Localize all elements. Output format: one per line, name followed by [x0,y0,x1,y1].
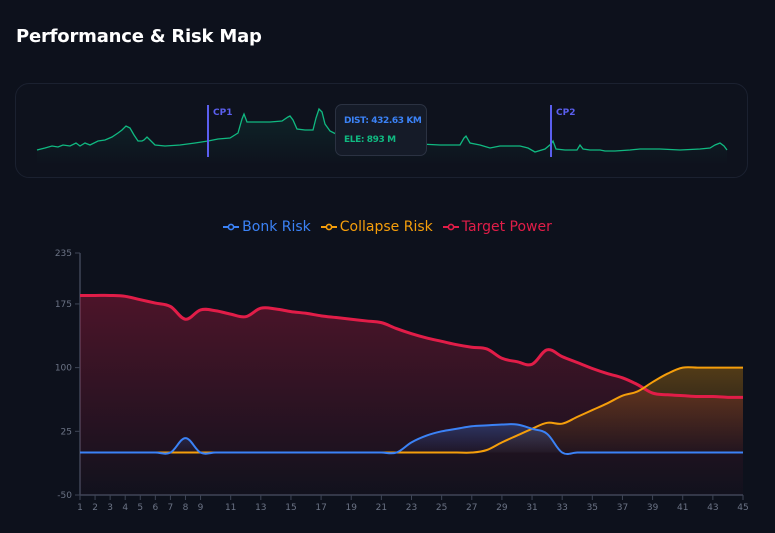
svg-text:27: 27 [466,503,477,513]
legend-marker-icon [442,223,459,231]
svg-text:37: 37 [617,503,628,513]
legend-label: Collapse Risk [339,219,433,235]
svg-text:41: 41 [677,503,688,513]
chart-legend: Bonk Risk Collapse Risk Target Power [0,219,775,235]
svg-text:-50: -50 [57,491,72,501]
legend-item-bonk-risk[interactable]: Bonk Risk [223,219,311,235]
svg-text:39: 39 [647,503,659,513]
svg-text:4: 4 [122,503,128,513]
bonk-risk-line[interactable] [80,423,743,456]
collapse-risk-line[interactable] [80,366,743,454]
svg-text:7: 7 [168,503,174,513]
svg-text:35: 35 [587,503,598,513]
legend-marker-icon [223,223,240,231]
elevation-profile-chart[interactable] [0,0,775,200]
series-lines [80,293,744,456]
svg-text:9: 9 [198,503,204,513]
tooltip-distance: DIST: 432.63 KM [344,116,422,126]
svg-text:8: 8 [183,503,189,513]
svg-text:33: 33 [556,503,567,513]
svg-text:100: 100 [55,364,72,374]
svg-text:175: 175 [55,300,72,310]
svg-text:2: 2 [92,503,98,513]
svg-text:17: 17 [315,503,326,513]
bonk-risk-area [80,424,743,455]
legend-item-collapse-risk[interactable]: Collapse Risk [320,219,433,235]
series-areas [80,295,743,495]
legend-marker-icon [320,223,337,231]
checkpoint-label-cp2: CP2 [556,108,576,118]
svg-text:31: 31 [526,503,537,513]
svg-text:235: 235 [55,249,72,259]
svg-text:11: 11 [225,503,236,513]
svg-text:15: 15 [285,503,296,513]
legend-label: Bonk Risk [242,219,311,235]
svg-text:5: 5 [137,503,143,513]
svg-text:1: 1 [77,503,83,513]
svg-text:25: 25 [61,427,72,437]
svg-text:6: 6 [152,503,158,513]
svg-text:23: 23 [406,503,417,513]
tooltip-elevation: ELE: 893 M [344,135,396,145]
checkpoint-label-cp1: CP1 [213,108,233,118]
svg-text:19: 19 [346,503,358,513]
svg-text:45: 45 [737,503,748,513]
elevation-line [36,107,728,153]
elevation-tooltip: DIST: 432.63 KM ELE: 893 M [335,104,427,156]
svg-text:25: 25 [436,503,447,513]
collapse-risk-area [80,367,743,453]
legend-label: Target Power [461,219,552,235]
elevation-area [37,109,727,165]
svg-text:43: 43 [707,503,718,513]
target-power-line[interactable] [80,293,744,399]
svg-text:13: 13 [255,503,266,513]
page-title: Performance & Risk Map [16,26,262,47]
svg-text:21: 21 [376,503,387,513]
legend-item-target-power[interactable]: Target Power [442,219,552,235]
svg-text:3: 3 [107,503,113,513]
svg-text:29: 29 [496,503,508,513]
